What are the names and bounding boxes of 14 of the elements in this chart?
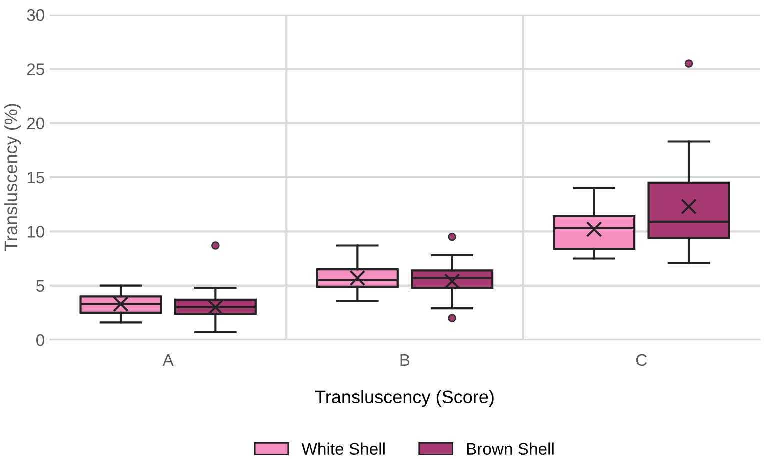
y-tick-label: 25 bbox=[27, 64, 44, 76]
x-tick-label: A bbox=[162, 354, 174, 366]
y-axis-title: Transluscency (%) bbox=[4, 104, 22, 252]
x-tick-label: B bbox=[400, 354, 410, 366]
y-tick-label: 15 bbox=[28, 172, 44, 184]
legend-label: White Shell bbox=[302, 442, 385, 455]
y-tick-label: 0 bbox=[36, 334, 44, 346]
x-axis-title: Transluscency (Score) bbox=[315, 390, 494, 408]
y-tick-label: 20 bbox=[27, 118, 44, 130]
y-tick-label: 30 bbox=[27, 9, 44, 22]
x-tick-label: C bbox=[636, 354, 648, 366]
legend-label: Brown Shell bbox=[467, 442, 554, 455]
y-tick-label: 10 bbox=[28, 226, 44, 238]
y-tick-label: 5 bbox=[36, 280, 44, 292]
